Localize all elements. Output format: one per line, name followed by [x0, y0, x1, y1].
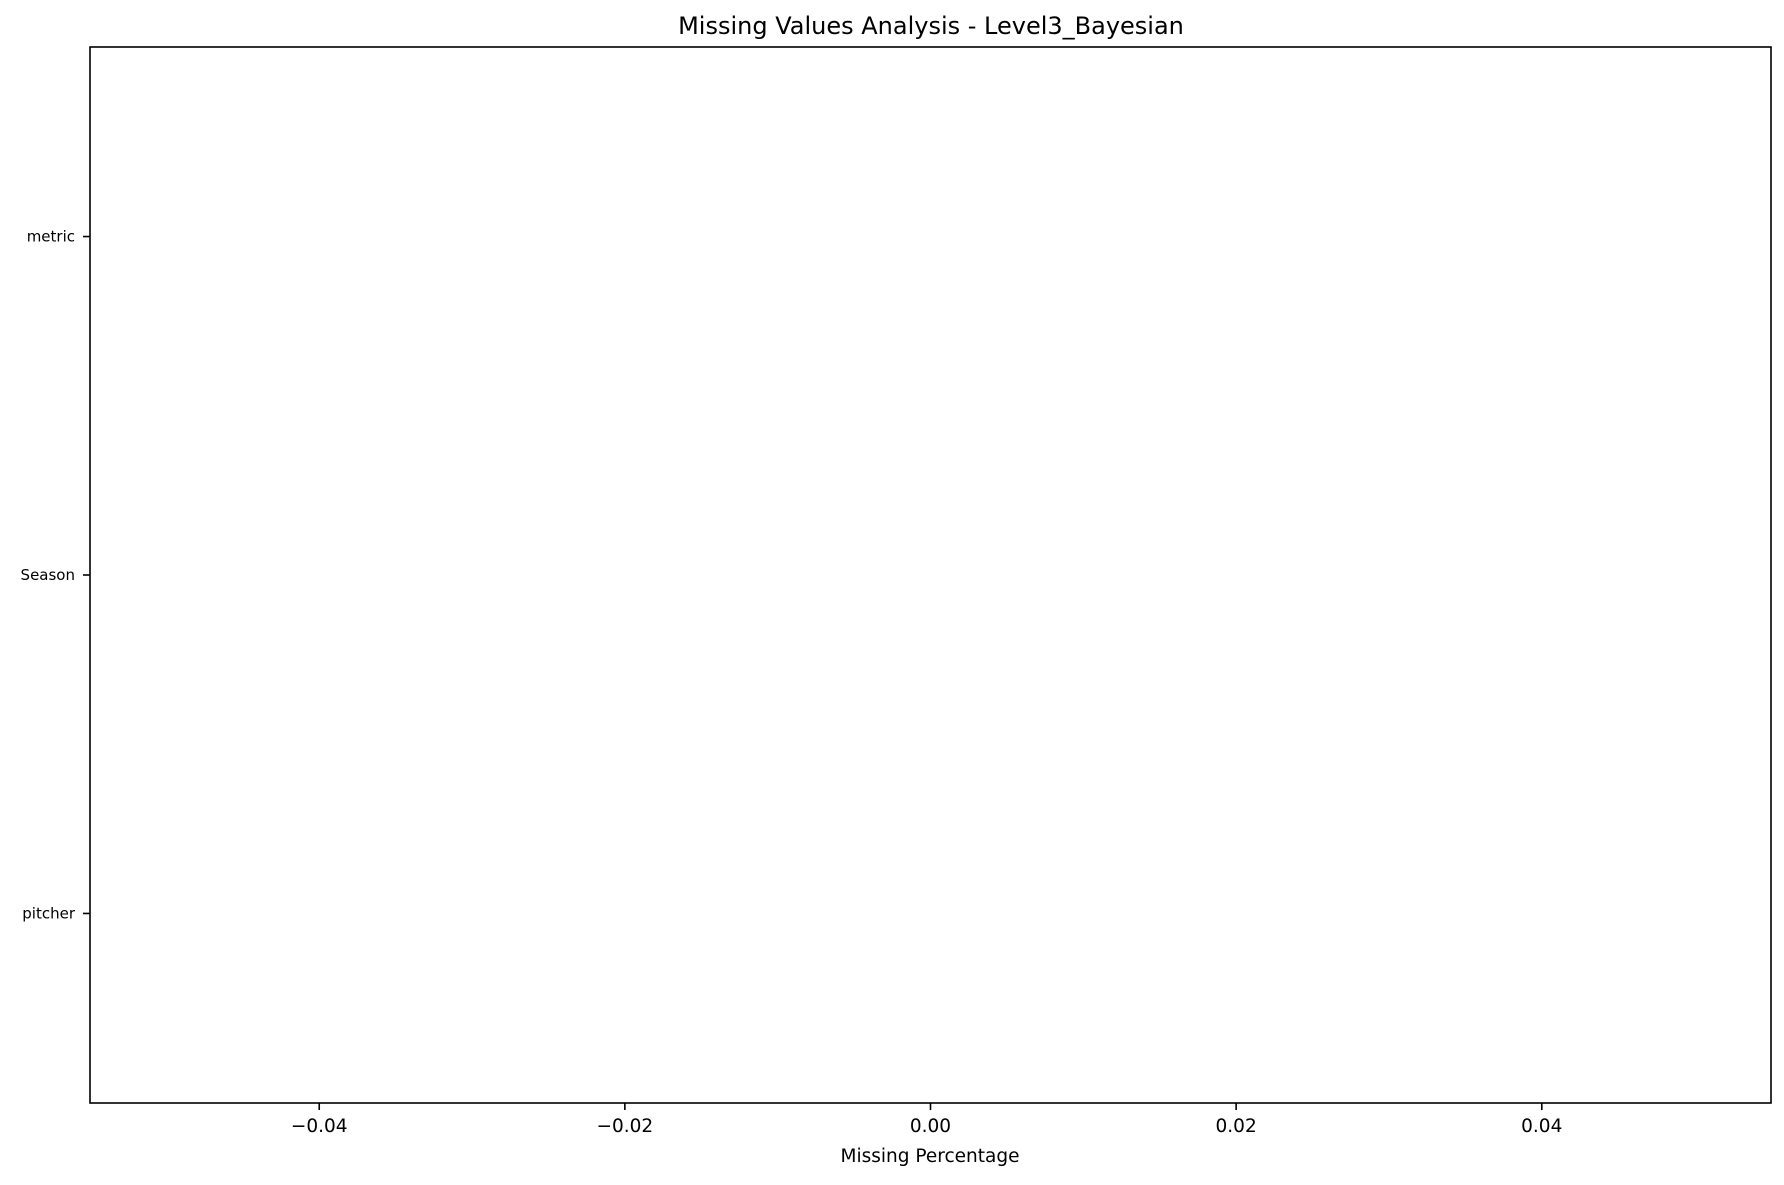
x-axis-ticks: −0.04 −0.02 0.00 0.02 0.04 [291, 1103, 1562, 1137]
x-tick-label: 0.02 [1216, 1116, 1257, 1137]
x-tick-label: 0.04 [1521, 1116, 1562, 1137]
x-axis-label: Missing Percentage [841, 1146, 1020, 1167]
x-tick-label: −0.02 [597, 1116, 654, 1137]
chart-title: Missing Values Analysis - Level3_Bayesia… [678, 12, 1184, 40]
y-tick-label: Season [21, 566, 75, 584]
y-tick-label: pitcher [22, 904, 76, 922]
x-tick-label: 0.00 [910, 1116, 951, 1137]
x-tick-label: −0.04 [291, 1116, 348, 1137]
y-tick-label: metric [27, 228, 75, 246]
y-axis-ticks: pitcher Season metric [21, 228, 90, 922]
